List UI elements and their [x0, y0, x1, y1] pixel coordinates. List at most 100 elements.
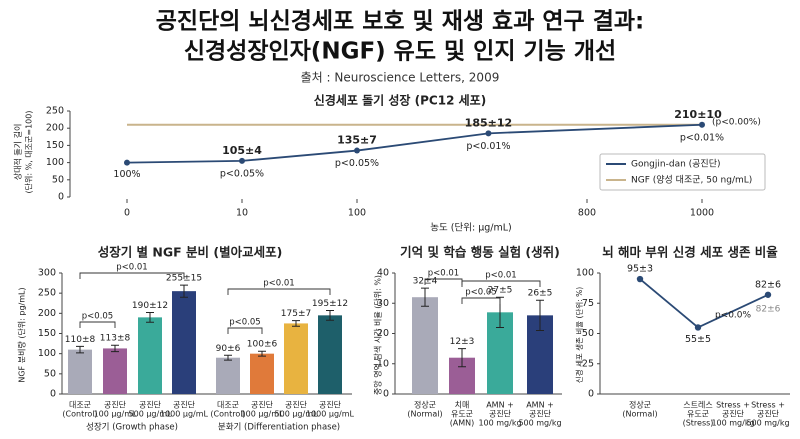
x-tick-label: 유도군	[687, 410, 709, 419]
chart-title: 성장기 별 NGF 분비 (별아교세포)	[98, 245, 283, 260]
x-tick-label: 스트레스	[683, 401, 712, 410]
value-label: 210±10	[674, 108, 722, 121]
x-tick-label: 1000	[690, 208, 714, 219]
x-tick-label: 공진단	[285, 400, 308, 410]
point	[124, 159, 130, 166]
error-bar	[76, 345, 84, 354]
error-bar	[536, 299, 544, 331]
title: 공진단의 뇌신경세포 보호 및 재생 효과 연구 결과:	[156, 9, 644, 35]
x-tick-label: 1000 μg/mL	[160, 410, 209, 419]
value-label: 190±12	[132, 301, 168, 311]
chart-title: 기억 및 학습 행동 실험 (생쥐)	[400, 245, 560, 260]
y-tick-label: 20	[377, 328, 389, 339]
y-tick-label: 200	[38, 308, 56, 319]
y-tick-label: 0	[383, 389, 389, 400]
value-label: 100±6	[247, 340, 278, 350]
bar	[250, 353, 274, 394]
x-tick-label: 500 μg/mL	[275, 410, 318, 419]
x-tick-label: 공진단	[139, 400, 162, 410]
value-label: 26±5	[528, 289, 553, 299]
x-tick-label: 1000 μg/mL	[306, 410, 355, 419]
bracket	[461, 280, 541, 287]
series-segment	[697, 293, 769, 329]
legend-label: NGF (양성 대조군, 50 ng/mL)	[631, 175, 752, 186]
error-bar	[258, 350, 266, 357]
y-tick-label: 75	[582, 298, 594, 309]
y-tick-label: 50	[52, 174, 64, 185]
x-tick-label: 공진단	[173, 400, 196, 410]
value-label: 175±7	[281, 309, 311, 319]
x-tick-label: 800	[578, 208, 596, 219]
y-tick-label: 200	[46, 123, 64, 134]
y-tick-label: 250	[46, 106, 64, 117]
x-tick-label: Stress +	[716, 401, 750, 410]
bar	[318, 315, 342, 394]
bar	[412, 297, 438, 394]
group-label: 성장기 (Growth phase)	[86, 422, 178, 433]
y-axis-label: NGF 분비량 (단위: pg/mL)	[17, 287, 27, 382]
y-tick-label: 250	[38, 288, 56, 299]
p-value: p<0.0%	[715, 310, 752, 320]
value-label: 135±7	[337, 134, 377, 147]
series-segment	[639, 278, 699, 329]
y-tick-label: 100	[38, 348, 56, 359]
point	[239, 157, 245, 164]
value-label: 95±3	[627, 264, 653, 275]
legend	[599, 153, 766, 191]
p-value: p<0.05	[465, 288, 496, 298]
x-tick-label: 정상군	[629, 400, 651, 410]
y-axis-label: 중앙 영역 탐색 시간 비율 (단위: %)	[373, 275, 383, 395]
error-bar	[180, 284, 188, 298]
bar	[138, 317, 162, 394]
y-tick-label: 30	[377, 298, 389, 309]
x-tick-label: 100 μg/mL	[241, 410, 284, 419]
y-axis-label: 상대적 돌기 길이	[13, 124, 23, 181]
x-tick-label: 500 μg/mL	[129, 410, 172, 419]
y-tick-label: 0	[58, 192, 64, 203]
value-label: 82±6	[755, 279, 781, 290]
y-axis-label: 신경 세포 생존 비율 (단위: %)	[574, 287, 584, 383]
bracket	[227, 288, 331, 295]
x-tick-label: (Stress)	[683, 419, 714, 428]
error-bar	[224, 354, 232, 361]
value-label: 113±8	[100, 334, 131, 344]
value-label: 195±12	[312, 299, 348, 309]
point	[694, 324, 702, 331]
bracket	[461, 297, 501, 304]
value-label: 55±5	[685, 334, 711, 345]
x-tick-label: 공진단	[319, 400, 342, 410]
value-label: 100%	[113, 169, 140, 180]
p-value: p<0.05	[229, 318, 260, 328]
x-tick-label: 공진단	[489, 409, 512, 419]
x-tick-label: (Control)	[62, 410, 97, 419]
p-value: (p<0.00%)	[712, 117, 761, 127]
value-label: 185±12	[465, 116, 513, 129]
p-value: p<0.01%	[466, 141, 510, 152]
bar	[103, 348, 127, 394]
error-bar	[292, 320, 300, 327]
bracket	[79, 321, 116, 328]
chart-title: 뇌 해마 부위 신경 세포 생존 비율	[602, 245, 778, 260]
y-tick-label: 150	[46, 140, 64, 151]
x-tick-label: (Control)	[210, 410, 245, 419]
x-tick-label: 공진단	[722, 409, 745, 419]
y-tick-label: 40	[377, 268, 389, 279]
x-tick-label: 공진단	[251, 400, 274, 410]
annotation: 82±6	[756, 304, 781, 314]
p-value: p<0.01	[485, 271, 516, 281]
x-tick-label: 대조군	[69, 401, 91, 410]
x-tick-label: 10	[236, 208, 248, 219]
y-tick-label: 25	[582, 358, 594, 369]
bar	[172, 291, 196, 394]
y-tick-label: 0	[50, 389, 56, 400]
error-bar	[326, 310, 334, 321]
legend-label: Gongjin-dan (공진단)	[631, 159, 721, 170]
x-tick-label: (Normal)	[407, 410, 442, 419]
x-tick-label: 100	[348, 208, 366, 219]
p-value: p<0.01%	[680, 132, 724, 143]
x-tick-label: (AMN)	[450, 419, 475, 428]
point	[636, 275, 644, 283]
bracket	[79, 272, 185, 279]
x-tick-label: 정상군	[414, 400, 436, 410]
p-value: p<0.05%	[220, 168, 264, 179]
